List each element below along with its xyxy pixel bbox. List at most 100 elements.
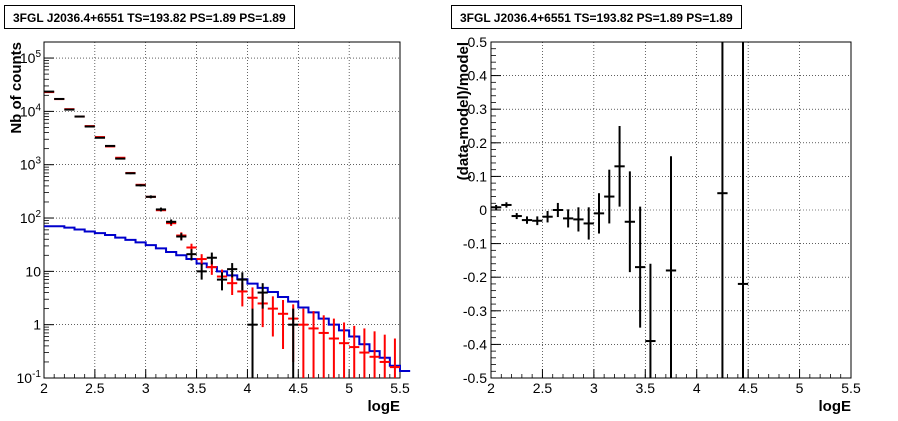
- model-point: [298, 308, 309, 378]
- x-tick-label: 4: [693, 380, 701, 396]
- model-point: [338, 322, 350, 378]
- y-tick-label: 0.2: [468, 135, 488, 151]
- residual-point: [532, 216, 543, 226]
- data-point: [74, 115, 85, 118]
- residual-point: [737, 42, 749, 378]
- residual-point: [614, 126, 625, 207]
- x-tick-label: 5: [345, 380, 353, 396]
- model-point: [318, 315, 329, 378]
- model-point: [227, 275, 238, 296]
- step-path: [44, 225, 411, 373]
- data-point: [206, 252, 217, 265]
- x-axis-title: logE: [368, 398, 401, 415]
- x-axis-title: logE: [819, 398, 852, 415]
- x-tick-label: 5: [796, 380, 804, 396]
- residual-point: [604, 169, 615, 224]
- data-point: [227, 263, 238, 278]
- residual-point: [511, 213, 522, 220]
- residual-point: [521, 216, 533, 224]
- model-point: [308, 311, 319, 378]
- y-tick-label: -0.2: [463, 269, 487, 285]
- y-tick-label: 102: [20, 209, 42, 226]
- data-point: [166, 219, 177, 225]
- data-point: [135, 184, 146, 187]
- x-tick-label: 3.5: [636, 380, 656, 396]
- x-tick-label: 4.5: [289, 380, 309, 396]
- residual-point: [593, 193, 605, 234]
- data-point: [216, 272, 228, 291]
- y-tick-label: -0.1: [463, 236, 487, 252]
- model-point: [379, 334, 390, 378]
- data-point: [186, 249, 197, 261]
- data-point: [94, 136, 106, 139]
- y-tick-label: -0.4: [463, 336, 487, 352]
- y-tick-label: 0.3: [468, 101, 488, 117]
- y-tick-label: 1: [33, 317, 41, 333]
- model-point: [328, 318, 339, 378]
- plot-frame: [43, 41, 401, 379]
- residual-point: [645, 263, 656, 378]
- model-point: [359, 328, 370, 378]
- model-component-step-line: [44, 225, 411, 373]
- y-tick-label: 103: [20, 156, 42, 173]
- x-tick-label: 2.5: [85, 380, 105, 396]
- residual-point: [635, 206, 646, 328]
- data-point: [196, 263, 207, 280]
- data-point: [54, 97, 65, 100]
- data-point: [257, 283, 268, 309]
- residual-series: [491, 42, 749, 378]
- y-tick-label: 105: [20, 49, 42, 66]
- residual-point: [552, 202, 563, 218]
- y-tick-label: 0.4: [468, 68, 488, 84]
- counts-spectrum-chart: 2 2.5 3 3.5 4 4.5 5 5.5 10-1 1 10 102 103 104 105 logE N…: [8, 41, 411, 415]
- x-tick-label: 5.5: [841, 380, 861, 396]
- data-point: [288, 308, 299, 378]
- y-tick-label: 0.5: [468, 34, 488, 50]
- x-tick-label: 4: [244, 380, 252, 396]
- y-axis-title: (data-model)/model: [455, 42, 472, 180]
- y-tick-label: -0.3: [463, 303, 487, 319]
- data-point: [105, 144, 116, 147]
- residual-point: [717, 42, 728, 378]
- x-tick-label: 3: [142, 380, 150, 396]
- y-axis-title: Nb of counts: [8, 42, 25, 134]
- x-tick-label: 3.5: [187, 380, 207, 396]
- x-tick-label: 2: [487, 380, 495, 396]
- residual-point: [665, 156, 677, 378]
- x-tick-label: 3: [590, 380, 598, 396]
- data-point: [237, 272, 248, 291]
- data-point: [84, 125, 95, 128]
- data-series: [44, 90, 299, 378]
- residual-point: [583, 207, 594, 240]
- data-point: [145, 195, 156, 199]
- data-point: [125, 172, 136, 175]
- model-point: [196, 254, 207, 266]
- residual-point: [624, 171, 635, 273]
- data-point: [247, 308, 258, 378]
- y-tick-label: 104: [20, 102, 42, 119]
- y-tick-label: 0.1: [468, 168, 488, 184]
- model-point: [389, 338, 400, 378]
- data-point: [176, 233, 187, 241]
- model-point: [277, 300, 289, 349]
- data-point: [115, 157, 126, 160]
- model-point: [267, 296, 278, 337]
- left-chart-title: 3FGL J2036.4+6551 TS=193.82 PS=1.89 PS=1…: [4, 5, 295, 29]
- residual-point: [563, 209, 574, 228]
- residual-point: [501, 202, 512, 208]
- y-tick-label: 10: [25, 263, 41, 279]
- x-tick-label: 2.5: [533, 380, 553, 396]
- model-point: [349, 325, 360, 378]
- y-tick-label: -0.5: [463, 370, 487, 386]
- y-tick-label: 0: [479, 202, 487, 218]
- model-point: [369, 331, 380, 378]
- y-tick-label: 10-1: [17, 369, 42, 386]
- x-tick-label: 5.5: [390, 380, 410, 396]
- x-tick-label: 4.5: [738, 380, 758, 396]
- residual-point: [491, 204, 502, 210]
- right-chart-title: 3FGL J2036.4+6551 TS=193.82 PS=1.89 PS=1…: [451, 5, 742, 29]
- x-tick-label: 2: [40, 380, 48, 396]
- residual-point: [542, 211, 553, 223]
- data-point: [155, 207, 167, 212]
